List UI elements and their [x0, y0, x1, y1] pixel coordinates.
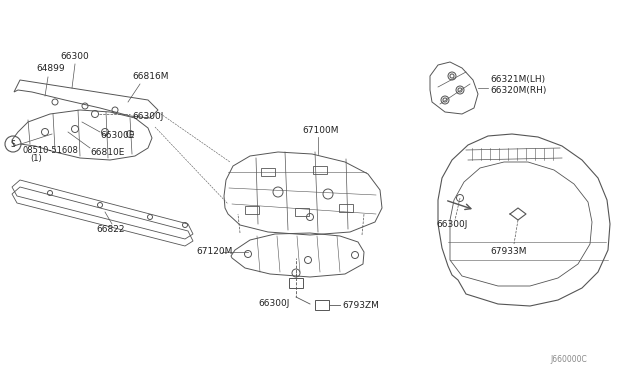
Text: 66810E: 66810E: [90, 148, 124, 157]
Text: 64899: 64899: [36, 64, 65, 73]
Text: 66816M: 66816M: [132, 71, 168, 80]
Text: J660000C: J660000C: [550, 355, 587, 364]
Bar: [315, 300, 329, 310]
Text: 67120M: 67120M: [196, 247, 232, 257]
Bar: [295, 208, 309, 216]
Text: 66321M(LH): 66321M(LH): [490, 74, 545, 83]
Circle shape: [448, 72, 456, 80]
Text: 66320M(RH): 66320M(RH): [490, 86, 547, 94]
Text: 66300E: 66300E: [100, 131, 134, 140]
Text: 66822: 66822: [96, 224, 125, 234]
Text: 66300J: 66300J: [258, 299, 289, 308]
Circle shape: [443, 98, 447, 102]
Text: (1): (1): [30, 154, 42, 163]
Text: 66300J: 66300J: [132, 112, 163, 121]
Bar: [261, 168, 275, 176]
Text: S: S: [11, 140, 15, 148]
Text: 6793ZM: 6793ZM: [342, 301, 379, 310]
Bar: [289, 278, 303, 288]
Circle shape: [450, 74, 454, 78]
Text: 66300J: 66300J: [436, 219, 467, 228]
Circle shape: [441, 96, 449, 104]
Bar: [313, 166, 327, 174]
Text: 67933M: 67933M: [490, 247, 527, 257]
Text: 08510-51608: 08510-51608: [22, 145, 78, 154]
Circle shape: [458, 88, 462, 92]
Circle shape: [456, 86, 464, 94]
Text: 66300: 66300: [60, 51, 89, 61]
Bar: [245, 206, 259, 214]
Bar: [339, 204, 353, 212]
Text: 67100M: 67100M: [302, 125, 339, 135]
